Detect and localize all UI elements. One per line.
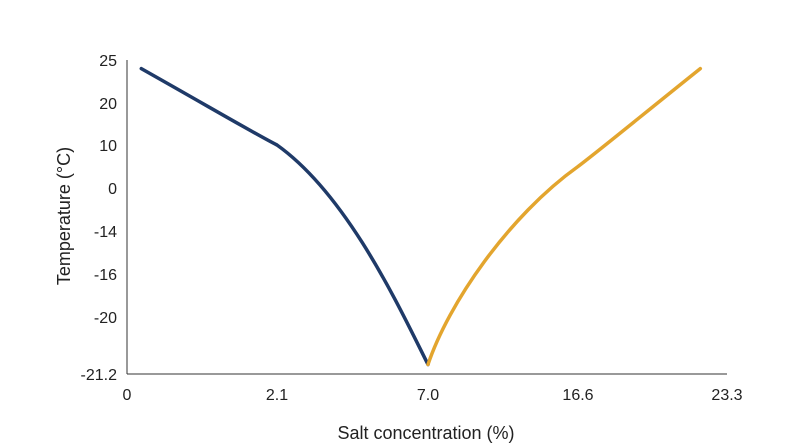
x-tick-label: 7.0 <box>417 387 439 404</box>
series-line-1 <box>139 66 430 367</box>
y-tick-label: -14 <box>94 224 117 241</box>
x-tick-labels: 0 2.1 7.0 16.6 23.3 <box>123 387 743 404</box>
x-tick-label: 16.6 <box>562 387 593 404</box>
y-tick-labels: 25 20 10 0 -14 -16 -20 -21.2 <box>81 53 118 384</box>
series-lines <box>139 66 703 367</box>
y-tick-label: 10 <box>99 138 117 155</box>
y-axis-label: Temperature (°C) <box>54 147 74 285</box>
series-line-2 <box>426 66 703 367</box>
x-tick-label: 2.1 <box>266 387 288 404</box>
x-axis-label: Salt concentration (%) <box>337 423 514 443</box>
y-tick-label: 25 <box>99 53 117 70</box>
y-tick-label: -21.2 <box>81 367 118 384</box>
y-tick-label: 20 <box>99 96 117 113</box>
x-tick-label: 23.3 <box>711 387 742 404</box>
axes <box>126 60 727 375</box>
x-tick-label: 0 <box>123 387 132 404</box>
y-tick-label: 0 <box>108 181 117 198</box>
y-tick-label: -20 <box>94 310 117 327</box>
y-tick-label: -16 <box>94 267 117 284</box>
